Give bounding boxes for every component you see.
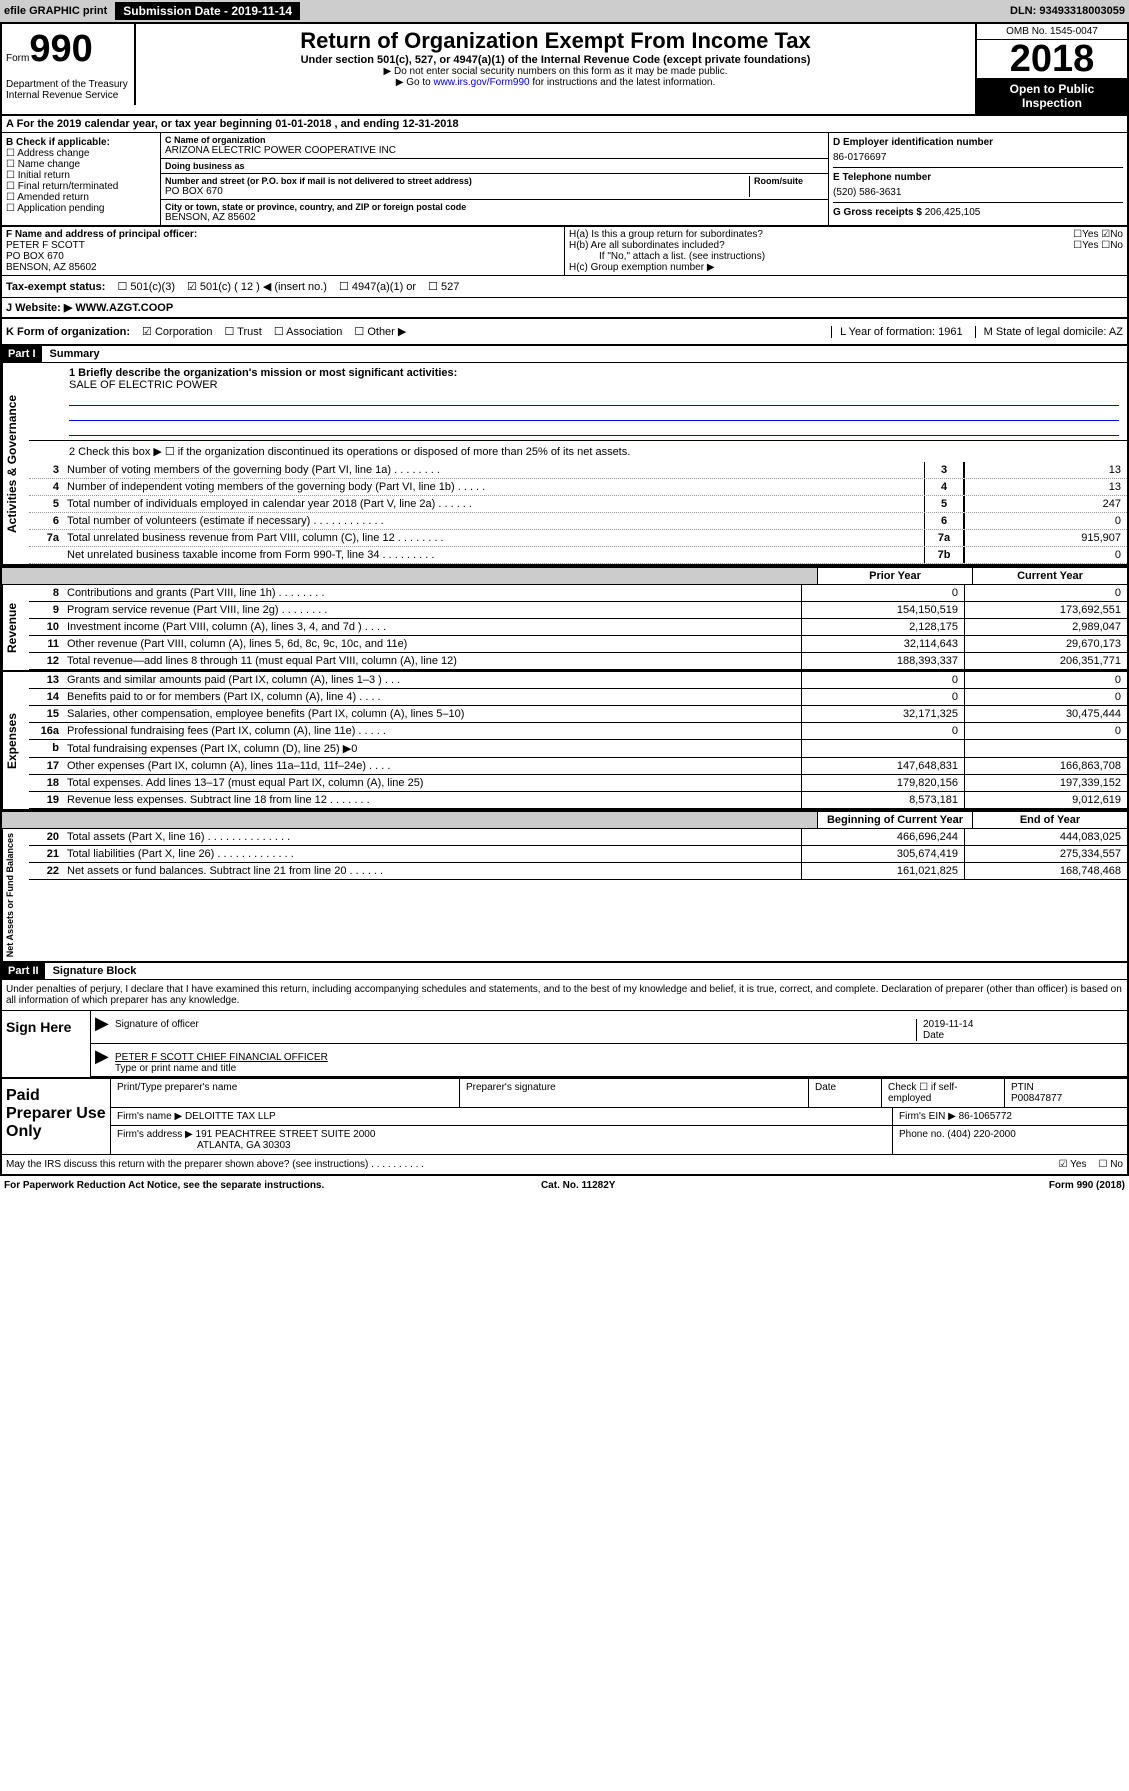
line-21: 21Total liabilities (Part X, line 26) . … [29, 846, 1127, 863]
chk-trust[interactable]: ☐ Trust [224, 325, 261, 338]
discuss-row: May the IRS discuss this return with the… [2, 1154, 1127, 1174]
org-name: ARIZONA ELECTRIC POWER COOPERATIVE INC [165, 145, 824, 156]
chk-501c[interactable]: ☑ 501(c) ( 12 ) ◀ (insert no.) [187, 280, 327, 293]
line-19: 19Revenue less expenses. Subtract line 1… [29, 792, 1127, 809]
part1-header: Part ISummary [2, 346, 1127, 363]
line-: Net unrelated business taxable income fr… [29, 547, 1127, 564]
irs-link[interactable]: www.irs.gov/Form990 [433, 77, 529, 88]
line-2: 2 Check this box ▶ ☐ if the organization… [29, 441, 1127, 462]
penalty-text: Under penalties of perjury, I declare th… [2, 980, 1127, 1011]
col-b-checkboxes: B Check if applicable: ☐ Address change … [2, 133, 161, 225]
state-domicile: M State of legal domicile: AZ [975, 326, 1123, 338]
title-cell: Return of Organization Exempt From Incom… [136, 24, 975, 114]
org-address: PO BOX 670 [165, 186, 749, 197]
firm-ein: 86-1065772 [959, 1111, 1012, 1122]
line-22: 22Net assets or fund balances. Subtract … [29, 863, 1127, 880]
line-11: 11Other revenue (Part VIII, column (A), … [29, 636, 1127, 653]
officer-name: PETER F SCOTT CHIEF FINANCIAL OFFICER [115, 1052, 328, 1063]
col-c: C Name of organizationARIZONA ELECTRIC P… [161, 133, 829, 225]
line-16a: 16aProfessional fundraising fees (Part I… [29, 723, 1127, 740]
line-7a: 7aTotal unrelated business revenue from … [29, 530, 1127, 547]
form-title: Return of Organization Exempt From Incom… [144, 28, 967, 54]
form-number-cell: Form990 [2, 24, 136, 75]
line-14: 14Benefits paid to or for members (Part … [29, 689, 1127, 706]
firm-name: DELOITTE TAX LLP [185, 1111, 276, 1122]
side-netassets: Net Assets or Fund Balances [2, 829, 29, 961]
k-row: K Form of organization: ☑ Corporation ☐ … [2, 319, 1127, 346]
chk-amended[interactable]: ☐ Amended return [6, 192, 156, 203]
line-20: 20Total assets (Part X, line 16) . . . .… [29, 829, 1127, 846]
note-goto: ▶ Go to www.irs.gov/Form990 for instruct… [144, 77, 967, 88]
tax-status-row: Tax-exempt status: ☐ 501(c)(3) ☑ 501(c) … [2, 276, 1127, 298]
gross-receipts: 206,425,105 [925, 207, 981, 218]
firm-addr: 191 PEACHTREE STREET SUITE 2000 [196, 1129, 376, 1140]
mission-text: SALE OF ELECTRIC POWER [69, 379, 1119, 391]
discuss-no[interactable]: ☐ No [1098, 1159, 1123, 1170]
note-ssn: ▶ Do not enter social security numbers o… [144, 66, 967, 77]
dept-treasury: Department of the Treasury Internal Reve… [2, 75, 136, 105]
h-group: H(a) Is this a group return for subordin… [565, 227, 1127, 275]
line-10: 10Investment income (Part VIII, column (… [29, 619, 1127, 636]
efile-label[interactable]: efile GRAPHIC print [4, 5, 107, 17]
side-governance: Activities & Governance [2, 363, 29, 564]
line-5: 5Total number of individuals employed in… [29, 496, 1127, 513]
line-13: 13Grants and similar amounts paid (Part … [29, 672, 1127, 689]
line-17: 17Other expenses (Part IX, column (A), l… [29, 758, 1127, 775]
part2-header: Part IISignature Block [2, 963, 1127, 980]
dln-label: DLN: 93493318003059 [1010, 5, 1125, 17]
mission-block: 1 Briefly describe the organization's mi… [29, 363, 1127, 441]
line-8: 8Contributions and grants (Part VIII, li… [29, 585, 1127, 602]
website[interactable]: WWW.AZGT.COOP [75, 302, 173, 314]
discuss-yes[interactable]: ☑ Yes [1059, 1159, 1087, 1170]
year-formation: L Year of formation: 1961 [831, 326, 963, 338]
year-cell: OMB No. 1545-0047 2018 Open to Public In… [975, 24, 1127, 114]
tax-year: 2018 [977, 40, 1127, 78]
org-city: BENSON, AZ 85602 [165, 212, 824, 223]
sign-here-label: Sign Here [2, 1011, 91, 1077]
form-subtitle: Under section 501(c), 527, or 4947(a)(1)… [144, 54, 967, 66]
col-d-e-g: D Employer identification number 86-0176… [829, 133, 1127, 225]
open-inspection: Open to Public Inspection [977, 78, 1127, 114]
chk-4947[interactable]: ☐ 4947(a)(1) or [339, 280, 416, 293]
chk-name[interactable]: ☐ Name change [6, 159, 156, 170]
line-9: 9Program service revenue (Part VIII, lin… [29, 602, 1127, 619]
chk-address[interactable]: ☐ Address change [6, 148, 156, 159]
chk-501c3[interactable]: ☐ 501(c)(3) [117, 280, 175, 293]
line-3: 3Number of voting members of the governi… [29, 462, 1127, 479]
website-row: J Website: ▶ WWW.AZGT.COOP [2, 298, 1127, 319]
firm-phone: (404) 220-2000 [947, 1129, 1015, 1140]
top-toolbar: efile GRAPHIC print Submission Date - 20… [0, 0, 1129, 22]
line-18: 18Total expenses. Add lines 13–17 (must … [29, 775, 1127, 792]
line-12: 12Total revenue—add lines 8 through 11 (… [29, 653, 1127, 670]
submission-date-btn[interactable]: Submission Date - 2019-11-14 [115, 2, 300, 20]
line-b: bTotal fundraising expenses (Part IX, co… [29, 740, 1127, 758]
principal-officer: F Name and address of principal officer:… [2, 227, 565, 275]
ein: 86-0176697 [833, 148, 1123, 167]
chk-assoc[interactable]: ☐ Association [274, 325, 343, 338]
page-footer: For Paperwork Reduction Act Notice, see … [0, 1176, 1129, 1195]
chk-pending[interactable]: ☐ Application pending [6, 203, 156, 214]
chk-527[interactable]: ☐ 527 [428, 280, 459, 293]
side-revenue: Revenue [2, 585, 29, 670]
line-a: A For the 2019 calendar year, or tax yea… [2, 116, 1127, 133]
form-990: Form990 Department of the Treasury Inter… [0, 22, 1129, 1176]
ptin: P00847877 [1011, 1093, 1121, 1104]
chk-corp[interactable]: ☑ Corporation [142, 325, 212, 338]
line-6: 6Total number of volunteers (estimate if… [29, 513, 1127, 530]
chk-other[interactable]: ☐ Other ▶ [354, 325, 406, 338]
side-expenses: Expenses [2, 672, 29, 809]
paid-preparer-label: Paid Preparer Use Only [2, 1079, 111, 1154]
chk-initial[interactable]: ☐ Initial return [6, 170, 156, 181]
chk-final[interactable]: ☐ Final return/terminated [6, 181, 156, 192]
phone: (520) 586-3631 [833, 183, 1123, 202]
line-4: 4Number of independent voting members of… [29, 479, 1127, 496]
line-15: 15Salaries, other compensation, employee… [29, 706, 1127, 723]
